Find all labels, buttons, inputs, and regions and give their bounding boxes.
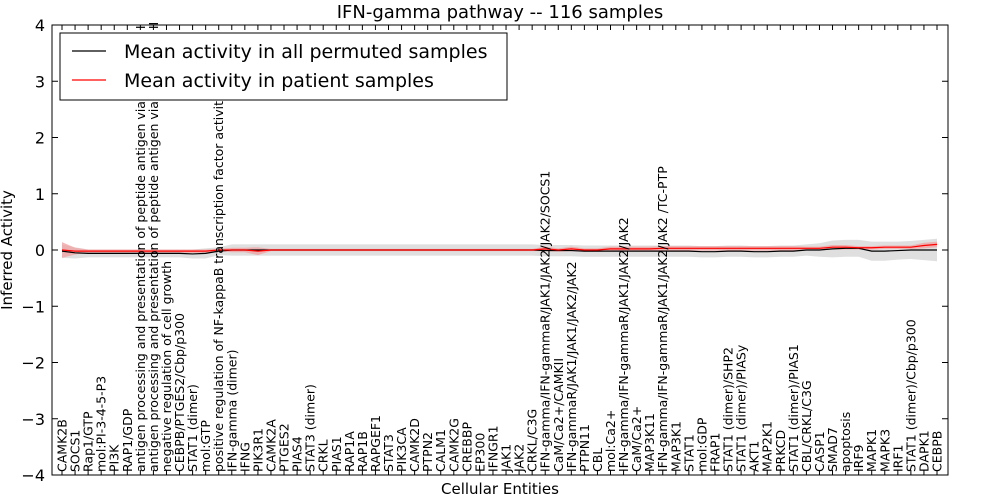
x-category-label: CEBPB [930,431,945,472]
x-category-label: STAT1 (dimer) [185,384,200,472]
x-category-label: PIAS1 [329,436,344,472]
y-tick-label: −4 [21,466,45,485]
x-category-label: STAT1 (dimer)/PIASy [734,344,749,472]
y-tick-label: −3 [21,410,45,429]
y-tick-label: 0 [35,241,45,260]
x-category-label: STAT1 (dimer)/PIAS1 [786,344,801,472]
x-category-label: apoptosis [838,412,853,472]
x-category-label: STAT1 [681,434,696,472]
x-category-label: CAMK2B [55,419,70,472]
x-category-label: IFN-gammaR/JAK1/JAK1/JAK2/JAK2 [564,261,579,472]
y-tick-label: 4 [35,16,45,35]
x-category-label: SMAD7 [825,427,840,472]
x-category-label: Rap1/GTP [81,411,96,472]
x-category-label: MAPK1 [864,429,879,472]
x-category-label: RAP1B [355,431,370,472]
x-category-label: CRKL [316,439,331,472]
x-category-label: IFN-gamma/IFN-gammaR/JAK1/JAK2/JAK2 [616,217,631,472]
x-category-label: CBL [590,448,605,472]
x-category-label: STAT3 (dimer) [303,384,318,472]
x-category-label: mol:GTP [198,420,213,472]
x-category-label: CREBBP [459,422,474,472]
x-category-label: IRF1 [890,444,905,472]
x-category-label: mol:GDP [694,417,709,472]
y-tick-label: 1 [35,185,45,204]
x-category-label: RAP1A [342,431,357,472]
legend: Mean activity in all permuted samples Me… [59,32,508,101]
x-category-label: MAP3K11 [642,413,657,472]
x-category-label: MAP2K1 [760,421,775,472]
x-category-label: CRKL/C3G [525,409,540,472]
x-category-label: mol:PI-3-4-5-P3 [94,376,109,472]
y-tick-label: −1 [21,297,45,316]
x-category-label: CAMK2D [407,418,422,472]
x-category-label: IFN-gamma/IFN-gammaR/JAK1/JAK2/JAK2 /TC-… [655,166,670,472]
x-category-label: CAMK2A [263,419,278,472]
x-category-label: RAP1/GDP [120,408,135,472]
x-category-label: PIK3CA [394,427,409,472]
x-category-label: positive regulation of NF-kappaB transcr… [211,93,226,472]
x-category-label: MAP3K1 [668,421,683,472]
x-category-label: PIAS4 [290,436,305,472]
x-category-label: IFN-gamma/IFN-gammaR/JAK1/JAK2/JAK2/SOCS… [538,171,553,472]
x-category-label: PTPN11 [577,424,592,472]
x-category-label: PRKCD [773,430,788,472]
x-category-label: JAK1 [499,444,514,473]
legend-label-permuted: Mean activity in all permuted samples [124,41,487,63]
chart-title: IFN-gamma pathway -- 116 samples [337,2,664,23]
x-category-label: CBL/CRKL/C3G [799,380,814,472]
x-category-label: CASP1 [812,431,827,472]
x-category-label: CALM1 [433,429,448,472]
x-category-label: EP300 [472,433,487,472]
x-category-label: IRF9 [851,444,866,472]
x-category-label: AKT1 [747,441,762,472]
x-category-label: SOCS1 [68,430,83,472]
legend-box [59,32,508,101]
x-category-label: IFNG [237,442,252,472]
x-category-label: PIK3R1 [250,428,265,472]
x-category-label: PTPN2 [420,432,435,472]
x-category-label: STAT1 (dimer)/Cbp/p300 [903,319,918,472]
legend-label-patient: Mean activity in patient samples [124,70,434,92]
x-category-label: antigen processing and presentation of p… [146,22,161,472]
x-category-label: RAPGEF1 [368,415,383,472]
y-tick-label: −2 [21,354,45,373]
x-category-label: DAPK1 [916,430,931,472]
x-category-label: antigen processing and presentation of p… [133,25,148,472]
x-category-label: PI3K [107,444,122,472]
x-category-label: STAT3 [381,434,396,472]
x-category-label: negative regulation of cell growth [159,261,174,472]
x-category-label: PTGES2 [277,423,292,472]
y-axis-label: Inferred Activity [0,190,16,310]
x-category-label: CAMK2G [446,418,461,472]
x-category-label: STAT1 (dimer)/SHP2 [721,347,736,472]
y-tick-label: 2 [35,129,45,148]
x-category-label: JAK2 [512,444,527,473]
x-category-label: mol:Ca2+ [603,410,618,472]
series-line-1 [61,243,938,252]
y-tick-label: 3 [35,72,45,91]
x-category-label: IFNGR1 [485,425,500,472]
x-category-label: FRAP1 [707,433,722,472]
x-category-label: CaM/Ca2+ [629,406,644,472]
x-category-label: CaM/Ca2+/CAMKII [551,358,566,472]
x-category-label: CEBPB/PTGES2/Cbp/p300 [172,313,187,472]
x-category-label: IFN-gamma (dimer) [224,350,239,473]
x-category-label: MAPK3 [877,429,892,472]
x-axis-label: Cellular Entities [441,480,559,498]
